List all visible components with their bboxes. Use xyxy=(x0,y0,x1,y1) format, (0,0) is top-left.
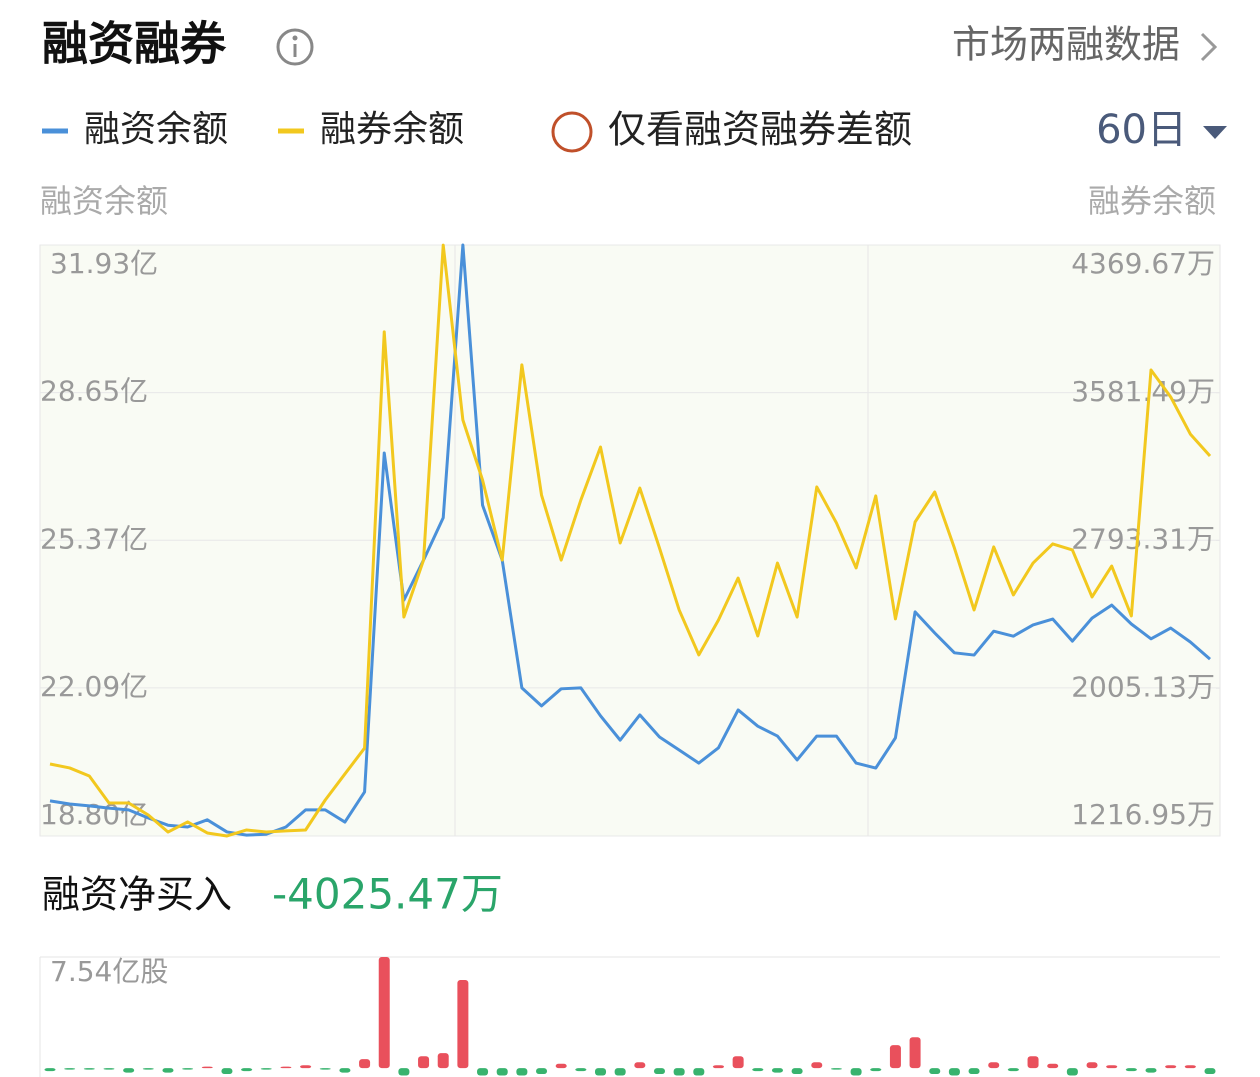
bar xyxy=(752,1068,764,1072)
bar xyxy=(811,1062,823,1069)
bar xyxy=(182,1068,194,1070)
bar xyxy=(477,1068,489,1076)
bar xyxy=(850,1068,862,1076)
page-title: 融资融券 xyxy=(42,17,227,71)
bar xyxy=(968,1068,980,1075)
bar xyxy=(103,1068,115,1070)
bar xyxy=(64,1068,76,1070)
bar xyxy=(693,1068,705,1076)
dropdown-arrow xyxy=(1203,126,1227,139)
bar xyxy=(300,1065,312,1069)
bar xyxy=(123,1068,135,1073)
y-tick-label: 31.93亿 xyxy=(50,247,158,280)
bar xyxy=(536,1068,548,1075)
bar xyxy=(1047,1063,1059,1069)
bar xyxy=(83,1068,95,1070)
bar xyxy=(319,1068,331,1070)
bar xyxy=(1086,1062,1098,1069)
bar xyxy=(929,1068,941,1075)
bar xyxy=(142,1068,154,1070)
bar xyxy=(1125,1068,1137,1072)
bar xyxy=(201,1066,213,1069)
bar xyxy=(1027,1056,1039,1069)
bar xyxy=(221,1068,233,1075)
y-tick-label: 7.54亿股 xyxy=(50,955,168,988)
bar xyxy=(162,1068,174,1073)
bar xyxy=(1165,1065,1177,1069)
bar xyxy=(260,1068,272,1070)
bar xyxy=(634,1062,646,1069)
bar xyxy=(378,957,390,1069)
y2-tick-label: 4369.67万 xyxy=(1071,247,1215,280)
bar xyxy=(457,979,469,1069)
bar xyxy=(870,1068,882,1072)
bar xyxy=(496,1068,508,1076)
bar xyxy=(1184,1065,1196,1069)
bar xyxy=(1007,1068,1019,1072)
bar xyxy=(339,1068,351,1073)
legend-label: 融资余额 xyxy=(84,109,228,150)
net-buy-label: 融资净买入 xyxy=(42,873,232,917)
y-axis-title: 融资余额 xyxy=(40,182,168,220)
bar xyxy=(437,1053,449,1069)
bar xyxy=(712,1065,724,1069)
y2-axis-title: 融券余额 xyxy=(1088,182,1216,220)
bar xyxy=(516,1068,528,1076)
bar xyxy=(1066,1068,1078,1076)
bar xyxy=(555,1063,567,1069)
bar xyxy=(948,1068,960,1076)
bar xyxy=(614,1068,626,1076)
y-tick-label: 28.65亿 xyxy=(40,375,148,408)
bar xyxy=(575,1068,587,1072)
chevron xyxy=(1200,32,1218,62)
toggle-label[interactable]: 仅看融资融券差额 xyxy=(608,108,912,152)
bar xyxy=(1106,1065,1118,1069)
y2-tick-label: 3581.49万 xyxy=(1071,375,1215,408)
market-link[interactable]: 市场两融数据 xyxy=(952,23,1180,67)
info-icon[interactable] xyxy=(276,28,314,66)
bar xyxy=(398,1068,410,1076)
legend-label: 融券余额 xyxy=(320,109,464,150)
bar xyxy=(791,1068,803,1075)
y2-tick-label: 2793.31万 xyxy=(1071,523,1215,556)
radio[interactable] xyxy=(551,111,593,153)
y-tick-label: 22.09亿 xyxy=(40,670,148,703)
period-select[interactable]: 60日 xyxy=(1096,107,1187,153)
bar xyxy=(44,1068,56,1072)
bar xyxy=(418,1056,430,1069)
net-buy-value: -4025.47万 xyxy=(272,870,503,919)
line-series xyxy=(49,243,1212,838)
bar xyxy=(1145,1068,1157,1073)
y2-tick-label: 1216.95万 xyxy=(1071,798,1215,831)
bar xyxy=(830,1068,842,1070)
bar xyxy=(653,1068,665,1075)
bar xyxy=(241,1068,253,1072)
bar xyxy=(359,1059,371,1069)
y2-tick-label: 2005.13万 xyxy=(1071,670,1215,703)
bar xyxy=(889,1045,901,1069)
bar xyxy=(909,1037,921,1069)
bar xyxy=(771,1068,783,1073)
bar xyxy=(732,1056,744,1069)
bar xyxy=(280,1066,292,1069)
bar xyxy=(1204,1068,1216,1075)
y-tick-label: 25.37亿 xyxy=(40,522,148,555)
line-series xyxy=(49,243,1211,837)
bar xyxy=(595,1068,607,1076)
bar xyxy=(988,1062,1000,1069)
bar xyxy=(673,1068,685,1076)
